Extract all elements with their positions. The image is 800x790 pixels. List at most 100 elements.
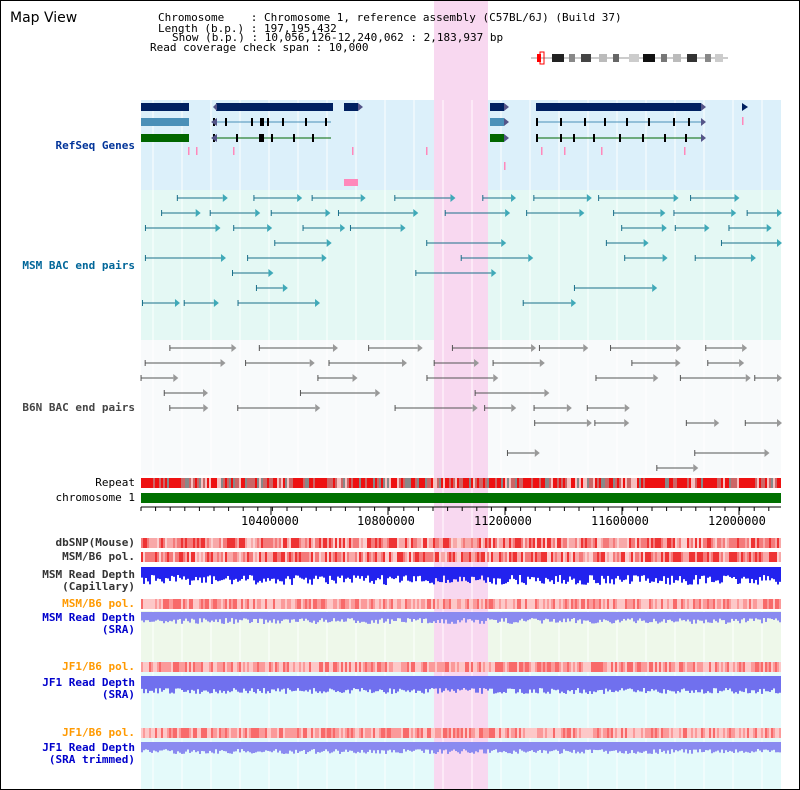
msm-pol-sra-mark: [749, 599, 751, 609]
msm-pol-mark: [377, 552, 379, 562]
repeat-mark: [333, 478, 335, 488]
dbsnp-mark: [283, 538, 285, 548]
b6n-bac-label[interactable]: B6N BAC end pairs: [22, 401, 135, 414]
jf1-depth-trim-bar: [307, 742, 309, 753]
gene-marker: [541, 147, 543, 155]
repeat-mark: [359, 478, 361, 488]
jf1-depth-trim-bar: [615, 742, 617, 751]
msm-pol-sra-mark: [623, 599, 625, 609]
jf1-pol-mark: [669, 662, 671, 672]
jf1-depth-sra-bar: [203, 676, 205, 691]
repeat-mark: [607, 478, 609, 488]
msm-depth-cap-bar: [245, 567, 247, 581]
msm-depth-cap-bar: [253, 567, 255, 581]
jf1-depth-trim-bar: [449, 742, 451, 752]
repeat-label[interactable]: Repeat: [95, 476, 135, 489]
jf1-depth-sra-bar: [375, 676, 377, 692]
jf1-depth-sra-bar: [259, 676, 261, 691]
msm-depth-sra-bar: [599, 612, 601, 620]
jf1-pol-mark: [383, 662, 385, 672]
msm-depth-sra-bar: [649, 612, 651, 623]
jf1-depth-sra-label[interactable]: JF1 Read Depth: [42, 676, 135, 689]
jf1-pol-trim-mark: [629, 728, 631, 738]
msm-depth-sra-bar: [625, 612, 627, 621]
jf1-pol-trim-mark: [527, 728, 529, 738]
dbsnp-mark: [767, 538, 769, 548]
jf1-depth-trim-bar: [169, 742, 171, 752]
msm-pol-mark: [583, 552, 585, 562]
jf1-pol-mark: [703, 662, 705, 672]
dbsnp-mark: [187, 538, 189, 548]
chromosome-label[interactable]: chromosome 1: [55, 491, 135, 504]
jf1-pol-mark: [203, 662, 205, 672]
jf1-depth-sra-bar: [197, 676, 199, 690]
msm-depth-sra-bar: [317, 612, 319, 623]
msm-depth-sra-bar: [437, 612, 439, 621]
repeat-mark: [693, 478, 695, 488]
msm-pol-mark: [315, 552, 317, 562]
jf1-pol-trim-mark: [461, 728, 463, 738]
msm-pol-sra-mark: [467, 599, 469, 609]
msm-depth-sra-label[interactable]: MSM Read Depth: [42, 611, 135, 624]
jf1-depth-trim-bar: [343, 742, 345, 752]
msm-pol-mark: [445, 552, 447, 562]
msm-b6-pol-label[interactable]: MSM/B6 pol.: [62, 550, 135, 563]
jf1-depth-trim-label[interactable]: JF1 Read Depth: [42, 741, 135, 754]
repeat-mark: [389, 478, 391, 488]
ideogram-position-marker: [539, 51, 545, 65]
jf1-pol-mark: [759, 662, 761, 672]
msm-pol-sra-mark: [557, 599, 559, 609]
jf1-pol-trim-label[interactable]: JF1/B6 pol.: [62, 726, 135, 739]
msm-pol-mark: [427, 552, 429, 562]
msm-pol-sra-mark: [529, 599, 531, 609]
jf1-depth-sra-bar: [447, 676, 449, 691]
repeat-mark: [675, 478, 677, 488]
msm-pol-sra-mark: [675, 599, 677, 609]
msm-pol-mark: [235, 552, 237, 562]
jf1-pol-label[interactable]: JF1/B6 pol.: [62, 660, 135, 673]
msm-depth-sra-bar: [435, 612, 437, 623]
msm-pol-sra-mark: [617, 599, 619, 609]
jf1-pol-mark: [547, 662, 549, 672]
jf1-depth-trim-bar: [533, 742, 535, 752]
jf1-pol-mark: [607, 662, 609, 672]
jf1-depth-trim-bar: [589, 742, 591, 750]
msm-depth-sra-bar: [167, 612, 169, 623]
dbsnp-mark: [753, 538, 755, 548]
jf1-depth-sra-bar: [533, 676, 535, 690]
msm-b6-pol-sra-label[interactable]: MSM/B6 pol.: [62, 597, 135, 610]
jf1-depth-sra-bar: [667, 676, 669, 690]
msm-depth-cap-bar: [553, 567, 555, 585]
dbsnp-mark: [249, 538, 251, 548]
b6n-bac-pair: [653, 374, 659, 382]
repeat-mark: [481, 478, 483, 488]
jf1-depth-sra-bar: [663, 676, 665, 690]
jf1-pol-trim-mark: [371, 728, 373, 738]
msm-pol-sra-mark: [381, 599, 383, 609]
jf1-depth-trim-bar: [517, 742, 519, 754]
jf1-pol-mark: [575, 662, 577, 672]
msm-depth-cap-label[interactable]: MSM Read Depth: [42, 568, 135, 581]
jf1-depth-trim-bar: [613, 742, 615, 751]
dbsnp-mark: [217, 538, 219, 548]
refseq-label[interactable]: RefSeq Genes: [55, 139, 135, 152]
dbsnp-label[interactable]: dbSNP(Mouse): [55, 536, 135, 549]
msm-pol-sra-mark: [671, 599, 673, 609]
jf1-pol-mark: [241, 662, 243, 672]
jf1-depth-trim-bar: [757, 742, 759, 750]
jf1-pol-trim-mark: [261, 728, 263, 738]
jf1-depth-trim-bar: [237, 742, 239, 750]
jf1-depth-trim-bar: [695, 742, 697, 750]
jf1-pol-mark: [385, 662, 387, 672]
jf1-depth-trim-bar: [155, 742, 157, 752]
msm-pol-mark: [733, 552, 735, 562]
jf1-depth-sra-bar: [403, 676, 405, 691]
jf1-depth-sra-bar: [437, 676, 439, 694]
repeat-mark: [749, 478, 751, 488]
msm-depth-cap-bar: [337, 567, 339, 577]
jf1-depth-sra-bar: [177, 676, 179, 689]
msm-bac-label[interactable]: MSM BAC end pairs: [22, 259, 135, 272]
msm-depth-cap-bar: [489, 567, 491, 582]
msm-depth-cap-bar: [281, 567, 283, 582]
